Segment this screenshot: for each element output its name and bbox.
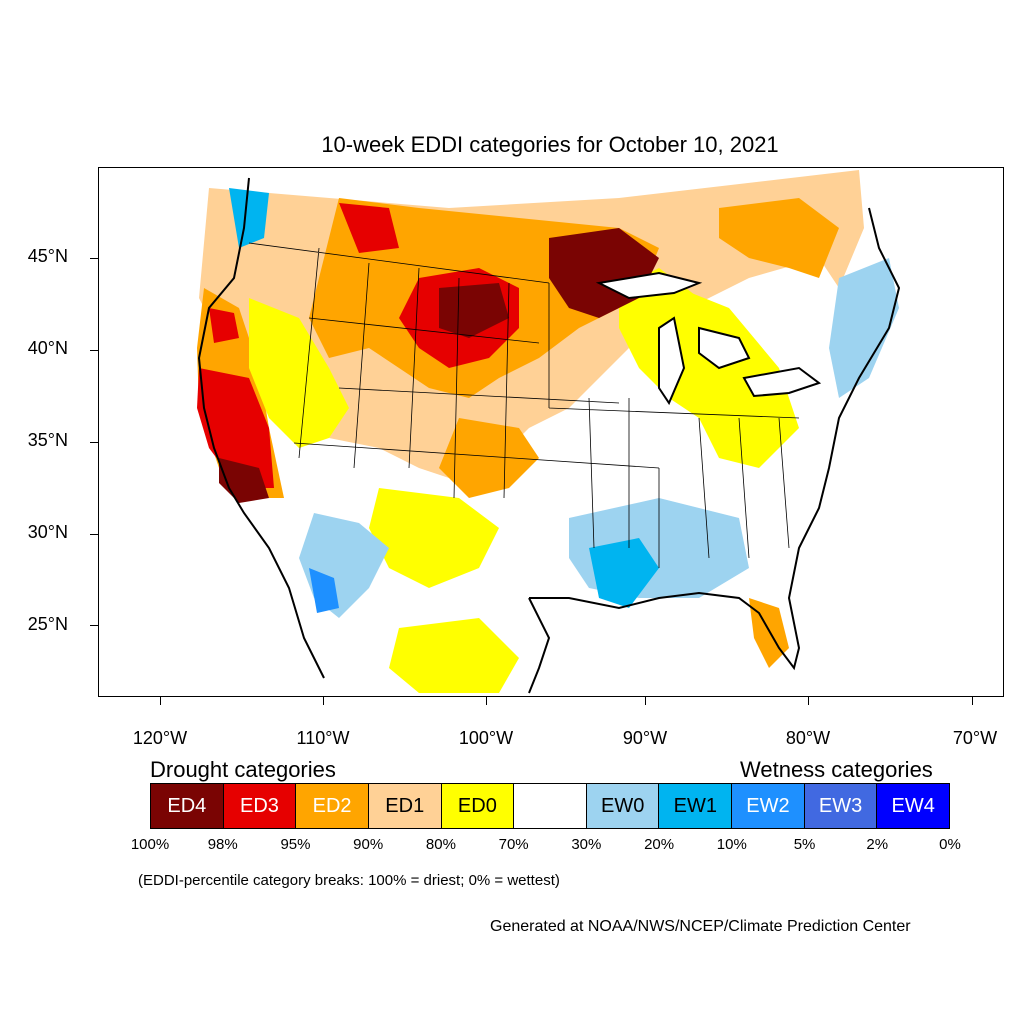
legend-break-label: 100% [130, 836, 170, 853]
ed2-region-plains [439, 418, 539, 498]
legend-break-label: 2% [866, 836, 889, 853]
ew1-region-gulf [589, 538, 659, 608]
lat-label-30: 30°N [27, 522, 68, 542]
legend-break-label: 98% [207, 836, 238, 853]
coastline [197, 177, 901, 694]
ew2-region-southwest [309, 568, 339, 613]
map-canvas [197, 170, 901, 694]
legend-break-label: 70% [498, 836, 529, 853]
legend-cell-ew3: EW3 [804, 784, 878, 828]
legend-cell-ew4: EW4 [877, 784, 950, 828]
lon-label-90: 90°W [622, 728, 668, 748]
credit-line: Generated at NOAA/NWS/NCEP/Climate Predi… [490, 918, 911, 935]
legend-break-label: 95% [280, 836, 311, 853]
legend-cell-ew2: EW2 [732, 784, 805, 828]
legend-break-label: 5% [793, 836, 816, 853]
legend-cell-ew1: EW1 [659, 784, 733, 828]
drought-heading: Drought categories [150, 757, 336, 782]
lon-label-100: 100°W [458, 728, 514, 748]
legend-break-label: 0% [939, 836, 961, 853]
legend-color-bar: ED4 ED3 ED2 ED1 ED0 EW0 EW1 EW2 EW3 EW4 [150, 783, 950, 829]
ed4-region-dakotas [439, 283, 509, 338]
legend-cell-ed3: ED3 [223, 784, 297, 828]
legend-cell-ed0: ED0 [441, 784, 515, 828]
lat-label-35: 35°N [27, 430, 68, 450]
ed3-region-oregon [209, 308, 239, 343]
lat-label-40: 40°N [27, 338, 68, 358]
ed0-region-mexico [389, 618, 519, 693]
ed2-region-northeast [719, 198, 839, 278]
legend-break-label: 10% [716, 836, 747, 853]
ew0-region-northeast [829, 258, 899, 398]
ed2-region-florida [749, 598, 789, 668]
legend-cell-ed2: ED2 [296, 784, 369, 828]
ed0-region-rockies [249, 298, 349, 448]
lat-label-25: 25°N [27, 614, 68, 634]
lat-label-45: 45°N [27, 246, 68, 266]
state-borders [248, 242, 800, 568]
lon-label-80: 80°W [785, 728, 831, 748]
ed3-region-washington [339, 203, 399, 253]
legend-cell-ew0: EW0 [586, 784, 660, 828]
eddi-map [98, 167, 1004, 697]
category-note: (EDDI-percentile category breaks: 100% =… [138, 872, 560, 889]
legend-cell-ed1: ED1 [368, 784, 442, 828]
legend-break-label: 20% [644, 836, 675, 853]
great-lakes [595, 271, 822, 406]
ed3-region-california [197, 368, 274, 488]
legend-break-label: 80% [425, 836, 456, 853]
legend-cell-ed4: ED4 [151, 784, 224, 828]
ew1-region-washington [229, 188, 269, 248]
ed0-region-texas [369, 488, 499, 588]
legend-break-label: 30% [571, 836, 602, 853]
map-title: 10-week EDDI categories for October 10, … [321, 132, 779, 157]
wetness-heading: Wetness categories [740, 757, 933, 782]
legend-cell-neutral [514, 784, 587, 828]
lon-label-110: 110°W [296, 728, 350, 748]
legend-break-label: 90% [353, 836, 384, 853]
lon-label-120: 120°W [132, 728, 188, 748]
lon-label-70: 70°W [952, 728, 998, 748]
